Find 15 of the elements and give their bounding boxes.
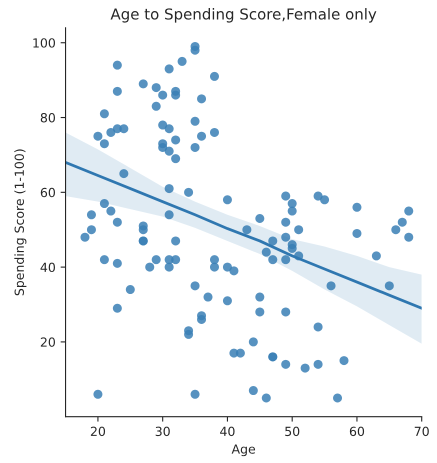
y-tick-label: 100 xyxy=(33,38,55,48)
x-tick-label: 40 xyxy=(220,426,235,436)
y-tick-label: 40 xyxy=(40,262,55,272)
x-tick-label: 20 xyxy=(90,426,106,436)
x-tick-label: 30 xyxy=(156,426,170,436)
x-tick-label: 60 xyxy=(350,426,364,436)
line-series xyxy=(66,161,422,310)
y-tick-label: 60 xyxy=(40,188,55,198)
chart-title: Age to Spending Score,Female only xyxy=(110,8,376,23)
y-tick-label: 80 xyxy=(40,113,55,122)
y-tick-label: 20 xyxy=(40,337,55,347)
x-tick-label: 70 xyxy=(414,426,429,436)
y-axis-title: Spending Score (1-100) xyxy=(14,149,26,296)
x-axis-title: Age xyxy=(232,444,256,456)
x-tick-label: 50 xyxy=(285,426,300,436)
